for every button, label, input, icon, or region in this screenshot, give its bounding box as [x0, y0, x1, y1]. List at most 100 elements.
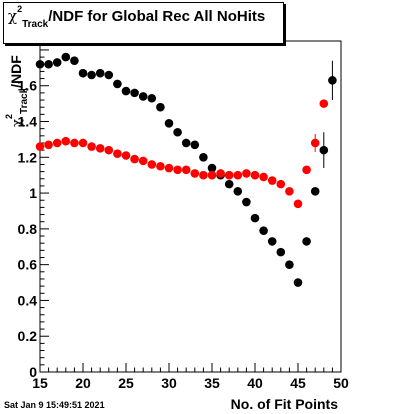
data-point: [302, 165, 311, 175]
data-point: [276, 247, 286, 257]
ylabel-subscript: Track: [19, 87, 30, 114]
title-superscript: 2: [17, 4, 23, 14]
data-point: [164, 119, 174, 128]
data-point: [285, 186, 294, 196]
y-tick-label: 0.8: [18, 221, 38, 237]
data-point: [216, 169, 225, 178]
data-point: [35, 59, 45, 69]
y-tick-label: 0.2: [18, 328, 38, 344]
data-point: [233, 186, 243, 196]
data-point: [293, 278, 303, 287]
data-point: [293, 199, 303, 209]
data-point: [147, 93, 157, 103]
data-point: [87, 70, 96, 80]
data-point: [156, 102, 165, 112]
x-tick-label: 25: [118, 375, 134, 391]
data-point: [310, 186, 320, 196]
data-point: [173, 165, 182, 175]
title-chi-symbol: χ: [8, 7, 18, 25]
data-point: [138, 156, 148, 166]
data-point: [242, 197, 251, 207]
data-point: [310, 138, 320, 148]
data-points: [35, 52, 337, 287]
data-point: [130, 154, 139, 164]
data-point: [190, 169, 200, 178]
data-point: [319, 99, 329, 108]
x-axis-label: No. of Fit Points: [230, 396, 338, 412]
data-point: [224, 170, 234, 180]
title-text: /NDF for Global Rec All NoHits: [48, 8, 266, 25]
y-tick-label: 0.6: [18, 257, 38, 273]
x-tick-label: 30: [161, 375, 177, 391]
data-point: [207, 163, 217, 173]
data-point: [173, 127, 182, 137]
data-point: [328, 76, 337, 85]
data-point: [207, 170, 217, 180]
ylabel-text: /NDF: [8, 55, 24, 88]
title-subscript: Track: [22, 19, 49, 30]
ylabel-superscript: 2: [4, 113, 14, 119]
data-point: [147, 160, 157, 169]
data-point: [113, 149, 122, 159]
data-point: [78, 138, 88, 148]
data-point: [113, 79, 122, 89]
data-point: [104, 145, 114, 155]
data-point: [130, 88, 139, 98]
y-axis-label-wrap: χ2 Track/NDF: [4, 55, 30, 127]
data-point: [267, 176, 277, 185]
data-point: [250, 213, 260, 223]
timestamp: Sat Jan 9 15:49:51 2021: [4, 400, 105, 410]
y-tick-label: 1: [29, 185, 37, 201]
data-point: [78, 68, 88, 78]
data-point: [156, 161, 165, 171]
data-point: [190, 140, 200, 150]
data-point: [70, 138, 79, 148]
data-point: [259, 172, 268, 182]
data-point: [95, 68, 105, 78]
y-tick-label: 0.4: [18, 292, 38, 308]
data-point: [95, 144, 105, 153]
data-point: [52, 138, 62, 148]
data-point: [70, 56, 79, 65]
data-point: [44, 59, 53, 69]
x-tick-label: 50: [333, 375, 349, 391]
data-point: [319, 145, 329, 155]
data-point: [233, 170, 243, 180]
data-point: [259, 226, 268, 235]
data-point: [35, 142, 45, 151]
data-point: [250, 170, 260, 180]
series-1: [35, 99, 329, 209]
ylabel-chi-symbol: χ: [10, 118, 25, 127]
data-point: [224, 179, 234, 189]
data-point: [181, 165, 191, 175]
x-tick-label: 45: [290, 375, 306, 391]
chart-title: χ2 Track/NDF for Global Rec All NoHits: [8, 4, 266, 30]
x-tick-label: 20: [75, 375, 91, 391]
data-point: [199, 152, 208, 162]
data-point: [242, 169, 251, 178]
data-point: [181, 138, 191, 148]
data-point: [52, 58, 62, 67]
y-axis-label: χ2 Track/NDF: [4, 55, 30, 127]
data-point: [121, 151, 131, 160]
data-point: [138, 92, 148, 101]
data-point: [104, 70, 114, 80]
data-point: [87, 142, 96, 151]
data-point: [44, 140, 53, 150]
data-point: [121, 86, 131, 96]
series-0: [35, 52, 337, 287]
data-point: [61, 52, 71, 62]
data-point: [267, 237, 277, 246]
data-point: [285, 260, 294, 269]
tick-labels: 15 20 25 30 35 40 45 50 0 0.2 0.4 0.6 0.8 1 1.2 1.4 1.6: [18, 78, 349, 391]
y-tick-label: 1.6: [18, 78, 38, 94]
y-tick-label: 0: [29, 364, 37, 380]
data-point: [61, 136, 71, 146]
x-tick-label: 15: [32, 375, 48, 391]
x-tick-label: 40: [247, 375, 263, 391]
data-point: [276, 179, 286, 189]
data-point: [164, 163, 174, 173]
x-tick-label: 35: [204, 375, 220, 391]
data-point: [302, 237, 311, 246]
